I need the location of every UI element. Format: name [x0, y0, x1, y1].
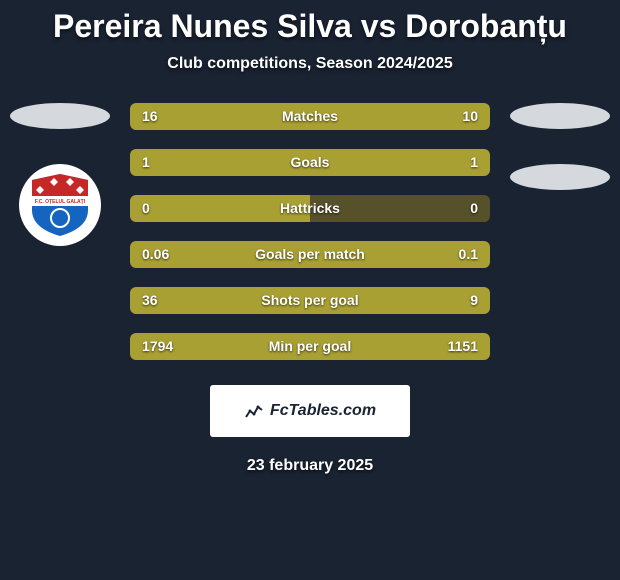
page-subtitle: Club competitions, Season 2024/2025 [0, 55, 620, 73]
svg-text:F.C. OȚELUL GALAȚI: F.C. OȚELUL GALAȚI [35, 199, 86, 205]
stat-row: 16Matches10 [130, 103, 490, 130]
stat-value-right: 0.1 [459, 241, 478, 268]
brand-logo-icon [244, 401, 264, 421]
stat-row: 0.06Goals per match0.1 [130, 241, 490, 268]
stat-label: Hattricks [130, 195, 490, 222]
brand-badge[interactable]: FcTables.com [210, 385, 410, 437]
stat-label: Shots per goal [130, 287, 490, 314]
right-player-col [510, 103, 610, 190]
stat-value-right: 1 [470, 149, 478, 176]
club-crest-icon: F.C. OȚELUL GALAȚI [30, 172, 90, 238]
player-right-placeholder-1 [510, 103, 610, 129]
stat-row: 1Goals1 [130, 149, 490, 176]
stat-value-right: 0 [470, 195, 478, 222]
footer-date: 23 february 2025 [0, 457, 620, 475]
stat-label: Matches [130, 103, 490, 130]
comparison-area: F.C. OȚELUL GALAȚI 16Matches101Goals10Ha… [0, 103, 620, 360]
stat-label: Goals [130, 149, 490, 176]
brand-text: FcTables.com [270, 402, 376, 420]
stat-label: Min per goal [130, 333, 490, 360]
stat-row: 1794Min per goal1151 [130, 333, 490, 360]
stat-row: 36Shots per goal9 [130, 287, 490, 314]
stat-value-right: 9 [470, 287, 478, 314]
stat-label: Goals per match [130, 241, 490, 268]
player-right-placeholder-2 [510, 164, 610, 190]
stat-value-right: 10 [462, 103, 478, 130]
stat-row: 0Hattricks0 [130, 195, 490, 222]
player-left-placeholder-1 [10, 103, 110, 129]
page-title: Pereira Nunes Silva vs Dorobanțu [0, 8, 620, 45]
player-left-crest: F.C. OȚELUL GALAȚI [19, 164, 101, 246]
stat-value-right: 1151 [448, 333, 478, 360]
left-player-col: F.C. OȚELUL GALAȚI [10, 103, 110, 246]
stats-list: 16Matches101Goals10Hattricks00.06Goals p… [130, 103, 490, 360]
